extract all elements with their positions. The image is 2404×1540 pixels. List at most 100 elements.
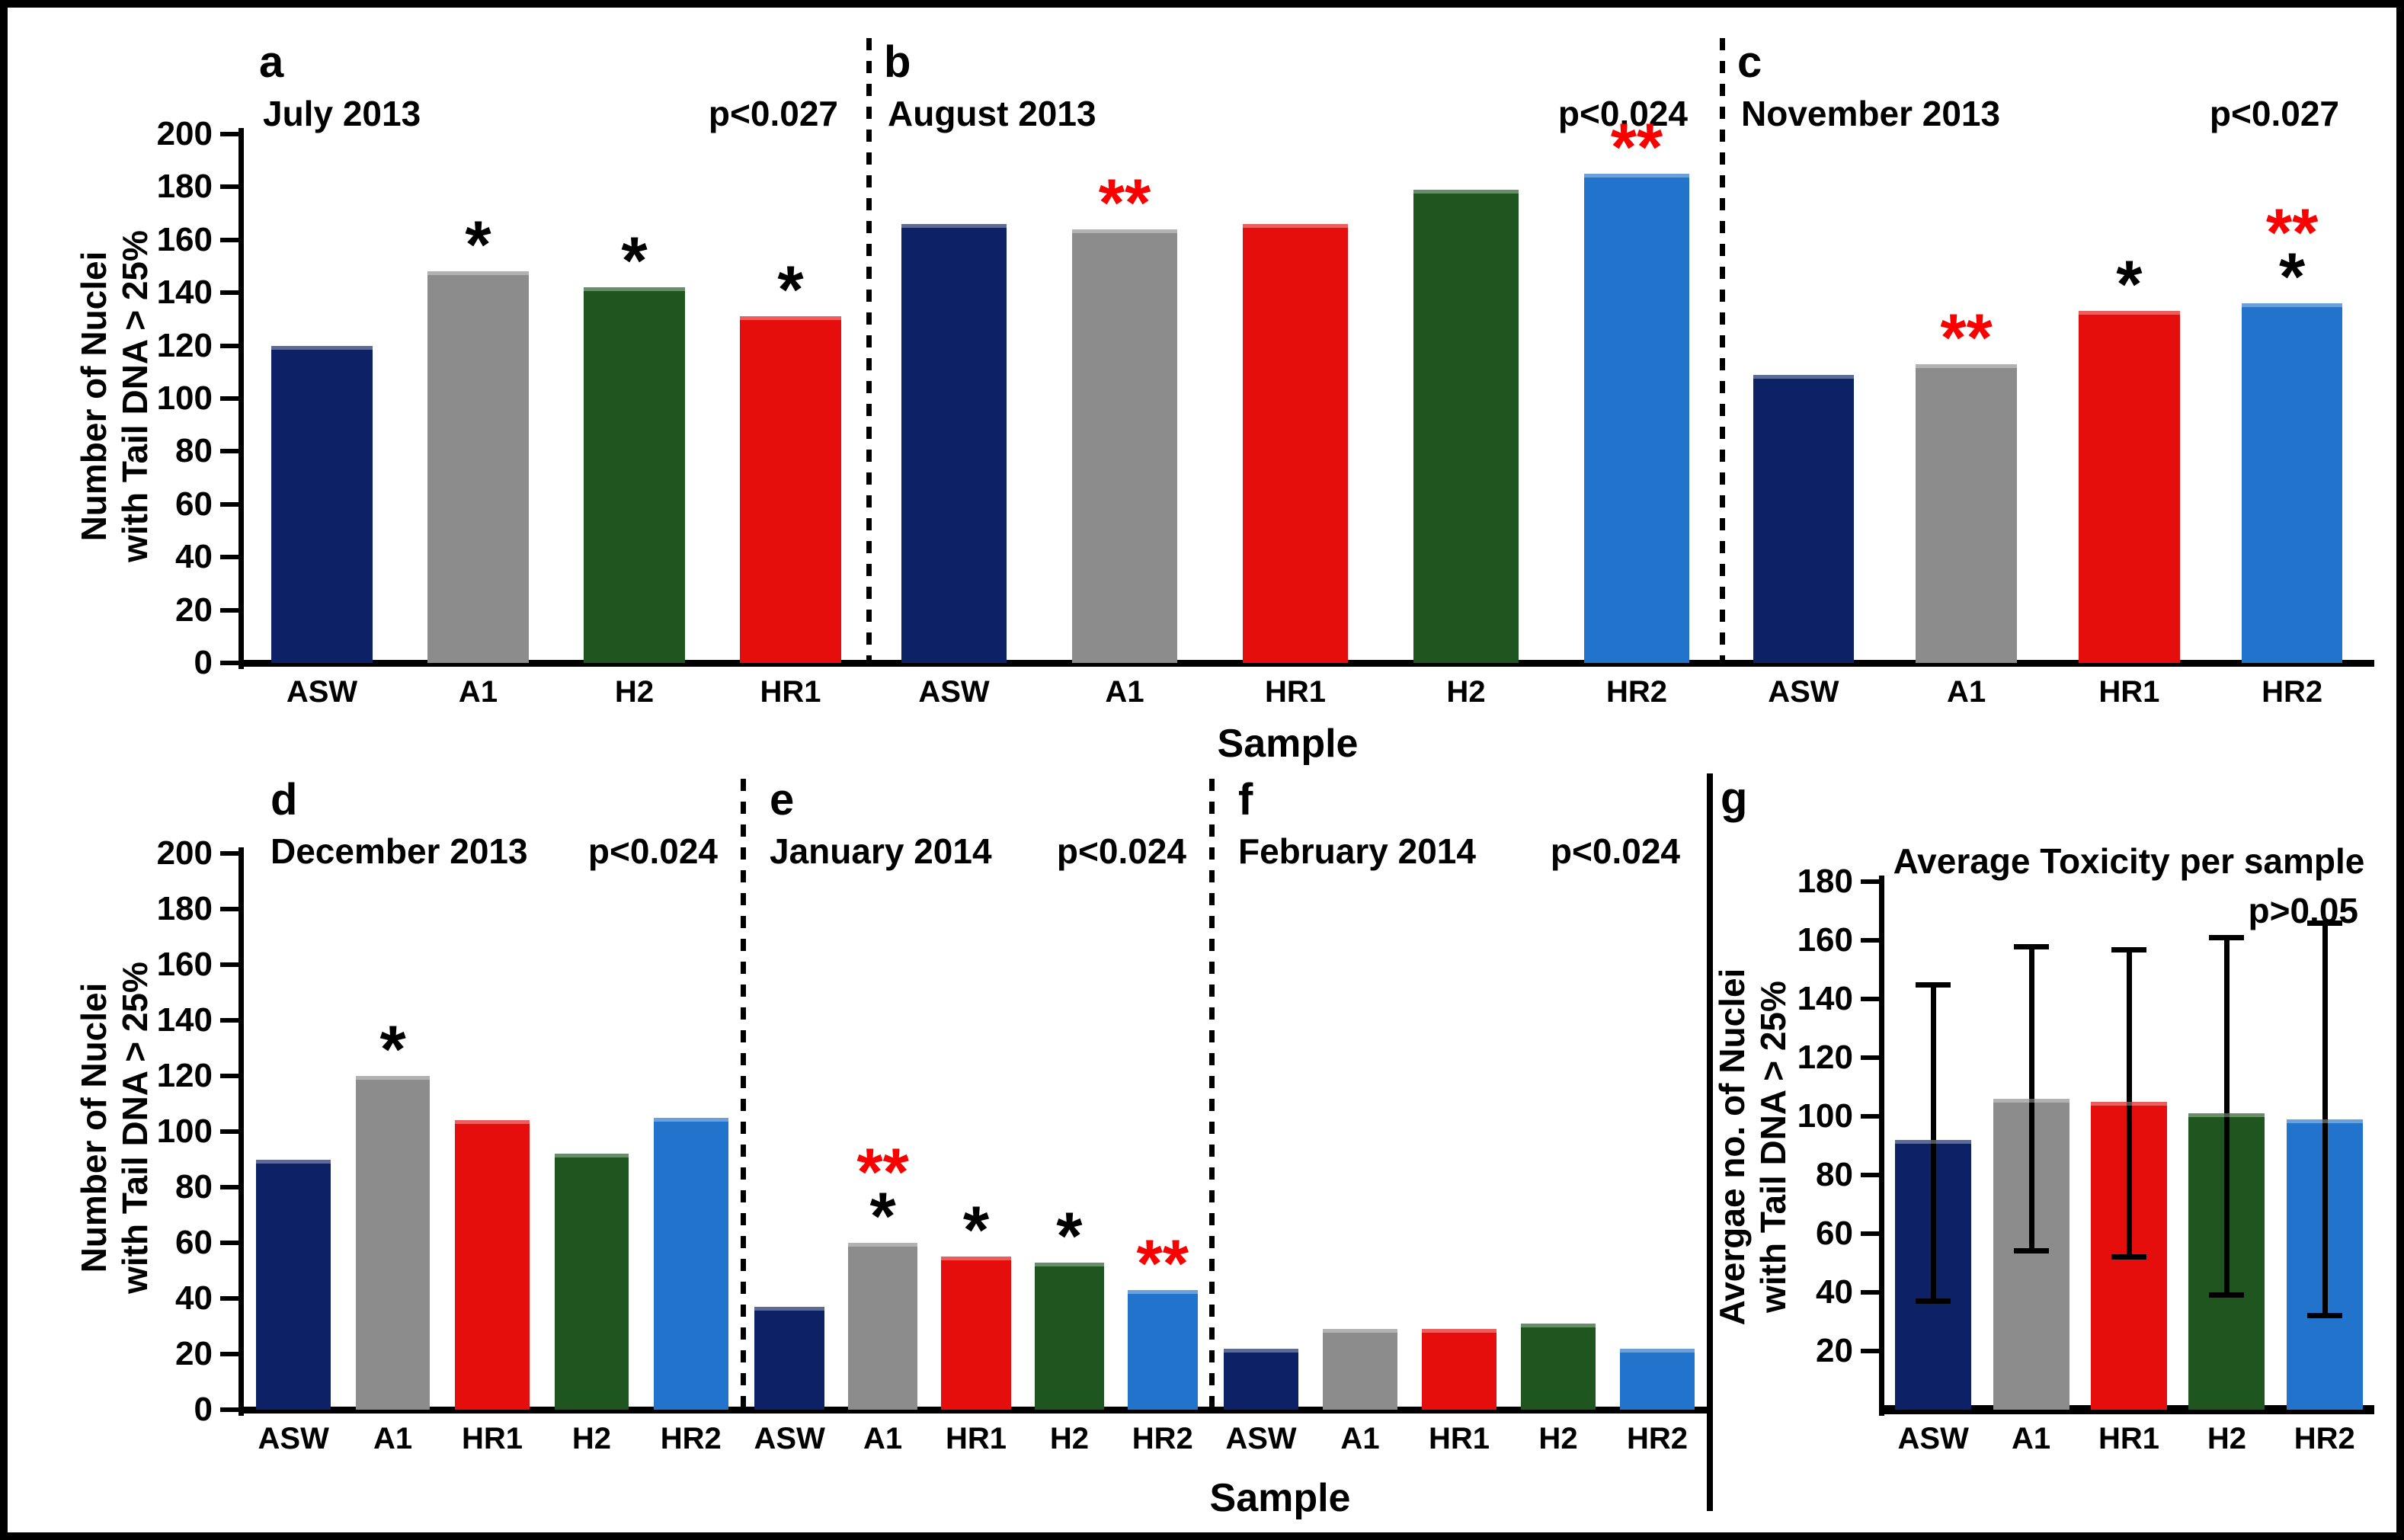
error-bar-cap-bottom-H2: [2209, 1292, 2245, 1298]
x-tick-label-e-A1: A1: [863, 1422, 903, 1455]
y-tick-label-d: 0: [194, 1391, 213, 1428]
sig-marker-black: *: [2278, 239, 2306, 315]
panel-c: ASW ** A1 * HR1 ** * HR2: [1722, 134, 2374, 709]
x-tick-label-a-ASW: ASW: [286, 675, 358, 709]
y-tick-a: [220, 343, 238, 348]
p-value-label-b: p<0.024: [1557, 94, 1688, 133]
panel-f: ASW A1 HR1 H2 HR2: [1212, 853, 1707, 1455]
panel-letter-f: f: [1238, 775, 1253, 824]
panel-title-c: November 2013: [1741, 94, 2001, 133]
sig-marker-black: *: [777, 251, 804, 328]
y-axis-label-panel-g: Avergae no. of Nuclei with Tail DNA > 25…: [1711, 969, 1794, 1326]
bar-f-A1: [1323, 1329, 1397, 1410]
y-tick-label-d: 160: [156, 946, 213, 983]
error-bar-ASW: [1931, 984, 1937, 1301]
p-value-label-c: p<0.027: [2209, 94, 2339, 133]
y-tick-label-g: 100: [1797, 1097, 1853, 1135]
panel-b: ASW ** A1 HR1 H2 ** HR2: [869, 114, 1722, 709]
y-tick-d: [220, 1241, 238, 1245]
x-tick-label-c-HR1: HR1: [2098, 675, 2160, 709]
sig-marker-black: *: [621, 223, 648, 299]
sig-markers-b-HR2: **: [1610, 109, 1663, 185]
sig-marker-red: **: [1098, 164, 1151, 240]
x-axis-label-top: Sample: [1217, 722, 1359, 766]
error-bar-cap-top-A1: [2013, 943, 2049, 949]
sig-markers-e-H2: *: [1056, 1202, 1082, 1269]
sig-markers-d-A1: *: [379, 1016, 405, 1083]
y-tick-d: [220, 962, 238, 967]
bar-a-H2: *: [583, 227, 686, 663]
y-axis-line-d: [238, 847, 244, 1416]
y-tick-label-d: 120: [156, 1057, 213, 1094]
x-tick-label-b-HR2: HR2: [1605, 675, 1668, 709]
y-tick-a: [220, 661, 238, 665]
y-tick-g: [1861, 1114, 1879, 1119]
y-tick-g: [1861, 879, 1879, 884]
y-tick-g: [1861, 1055, 1879, 1060]
error-bar-cap-top-ASW: [1916, 981, 1951, 988]
sig-marker-black: *: [465, 207, 491, 283]
y-tick-label-d: 180: [156, 890, 213, 927]
bar-a-ASW: [270, 345, 373, 663]
sig-markers-a-HR1: *: [777, 251, 804, 328]
y-tick-d: [220, 1352, 238, 1356]
x-axis-line-bottom-row: [241, 1407, 1708, 1414]
sig-marker-red: **: [1610, 109, 1663, 185]
y-tick-label-g: 20: [1816, 1332, 1853, 1369]
y-tick-label-a: 80: [175, 432, 213, 470]
y-tick-label-a: 200: [156, 115, 213, 152]
panel-letter-c: c: [1737, 37, 1762, 87]
x-tick-label-b-H2: H2: [1446, 675, 1486, 709]
y-tick-a: [220, 184, 238, 190]
x-tick-label-a-A1: A1: [458, 675, 498, 709]
y-tick-label-a: 20: [175, 591, 213, 629]
bar-f-HR1: [1422, 1329, 1496, 1410]
sig-markers-e-HR2: **: [1136, 1225, 1189, 1301]
y-tick-label-g: 160: [1797, 921, 1853, 959]
x-tick-label-d-HR1: HR1: [461, 1422, 523, 1455]
y-axis-label-line2: with Tail DNA > 25%: [1753, 981, 1793, 1313]
divider-e-f: [1209, 779, 1215, 1413]
y-tick-g: [1861, 1173, 1879, 1177]
x-tick-label-e-H2: H2: [1049, 1422, 1089, 1455]
sig-marker-black: *: [869, 1178, 896, 1253]
p-value-label-e: p<0.024: [1056, 831, 1186, 871]
x-tick-label-f-H2: H2: [1538, 1422, 1578, 1455]
x-tick-label-d-H2: H2: [571, 1422, 611, 1455]
panel-a: ASW * A1 * H2 * HR1: [244, 134, 869, 709]
sig-markers-c-HR1: *: [2116, 246, 2143, 322]
y-tick-d: [220, 851, 238, 856]
y-tick-g: [1861, 938, 1879, 943]
sig-marker-black: *: [962, 1192, 990, 1268]
bar-e-HR1: *: [941, 1196, 1011, 1410]
y-tick-g: [1861, 997, 1879, 1001]
sig-marker-red: **: [1940, 299, 1993, 375]
bar-b-HR1: [1242, 223, 1349, 663]
panel-title-b: August 2013: [888, 94, 1096, 133]
sig-markers-c-A1: **: [1940, 299, 1993, 375]
panel-title-d: December 2013: [270, 831, 528, 871]
y-tick-a: [220, 555, 238, 560]
bar-g-HR2: [2286, 920, 2364, 1410]
sig-marker-black: *: [2116, 246, 2143, 322]
y-tick-label-g: 40: [1816, 1273, 1853, 1311]
error-bar-cap-top-HR2: [2306, 920, 2342, 926]
y-tick-a: [220, 449, 238, 454]
y-tick-g: [1861, 1349, 1879, 1353]
y-tick-label-d: 140: [156, 1001, 213, 1039]
y-tick-d: [220, 907, 238, 911]
bar-e-A1: ** *: [847, 1138, 918, 1410]
bar-f-HR2: [1620, 1348, 1695, 1410]
sig-marker-red: **: [1136, 1225, 1189, 1301]
x-tick-label-e-HR1: HR1: [945, 1422, 1007, 1455]
y-axis-line-g: [1879, 876, 1884, 1416]
x-tick-label-c-ASW: ASW: [1768, 675, 1839, 709]
y-tick-label-d: 40: [175, 1279, 213, 1317]
bar-f-ASW: [1224, 1348, 1298, 1410]
x-tick-label-f-ASW: ASW: [1225, 1422, 1297, 1455]
sig-marker-red: **: [2265, 194, 2319, 271]
y-tick-label-d: 100: [156, 1113, 213, 1150]
y-tick-a: [220, 237, 238, 242]
y-tick-d: [220, 1129, 238, 1134]
